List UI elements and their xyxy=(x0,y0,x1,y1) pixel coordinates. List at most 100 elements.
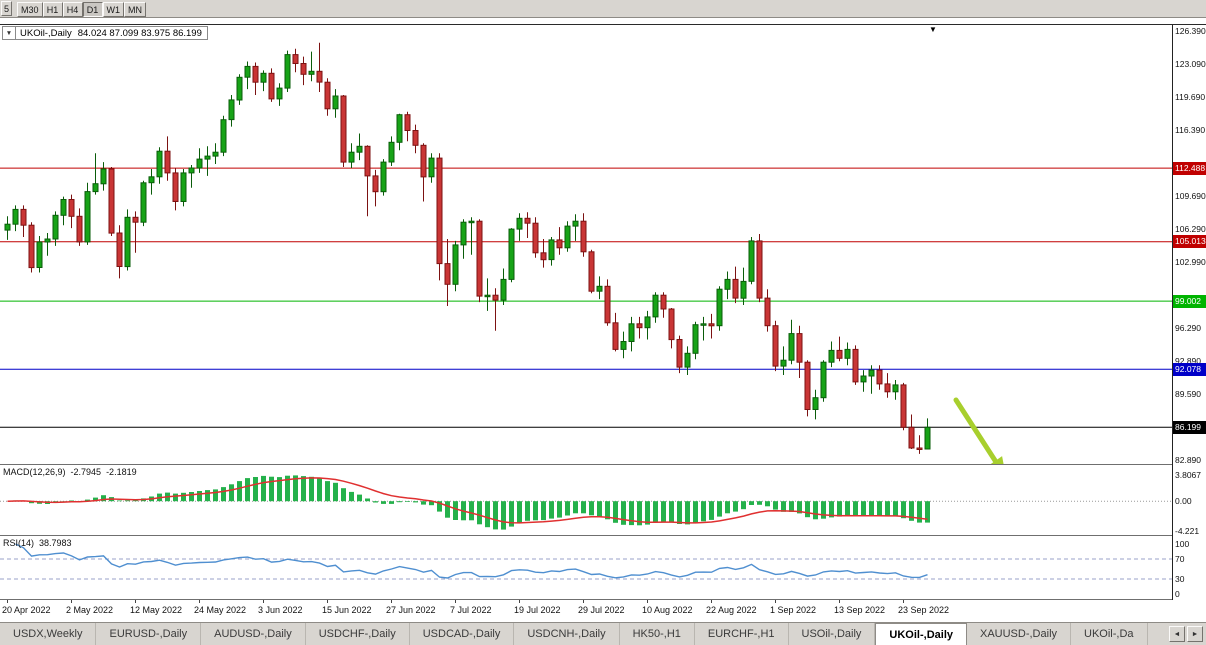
macd-name: MACD(12,26,9) xyxy=(3,467,66,477)
price-tick-label: 82.890 xyxy=(1175,454,1201,465)
rsi-label: RSI(14) 38.7983 xyxy=(3,538,77,548)
chart-tabs: USDX,Weekly EURUSD-,Daily AUDUSD-,Daily USD… xyxy=(0,623,1166,645)
tab-ukoil-daily[interactable]: UKOil-,Daily xyxy=(875,623,967,645)
time-tick xyxy=(199,600,200,603)
period-button-d1[interactable]: D1 xyxy=(82,2,103,17)
time-tick xyxy=(903,600,904,603)
tabs-scroll-left-button[interactable]: ◄ xyxy=(1169,626,1185,642)
date-label: 19 Jul 2022 xyxy=(514,605,561,615)
price-tick-label: 106.290 xyxy=(1175,224,1206,235)
date-label: 23 Sep 2022 xyxy=(898,605,950,615)
time-tick xyxy=(7,600,8,603)
price-level-badge: 92.078 xyxy=(1173,362,1206,376)
macd-label: MACD(12,26,9) -2.7945 -2.1819 xyxy=(3,467,142,477)
macd-histogram xyxy=(13,475,930,530)
scroll-to-end-marker-icon[interactable]: ▼ xyxy=(929,25,937,34)
tab-audusd-daily[interactable]: AUDUSD-,Daily xyxy=(201,623,306,645)
price-level-badge: 86.199 xyxy=(1173,420,1206,434)
period-button-h1[interactable]: H1 xyxy=(42,2,63,17)
macd-tick-label: 3.8067 xyxy=(1175,469,1201,480)
tab-usdcnh-daily[interactable]: USDCNH-,Daily xyxy=(514,623,620,645)
date-label: 27 Jun 2022 xyxy=(386,605,436,615)
timeframe-toolbar: 5 M30 H1 H4 D1 W1 MN xyxy=(0,0,1206,18)
tab-eurchf-h1[interactable]: EURCHF-,H1 xyxy=(695,623,789,645)
date-label: 24 May 2022 xyxy=(194,605,247,615)
chart-tabs-bar: USDX,Weekly EURUSD-,Daily AUDUSD-,Daily USD… xyxy=(0,622,1206,645)
panel-separator[interactable] xyxy=(0,535,1206,536)
time-tick xyxy=(263,600,264,603)
tab-usdcad-daily[interactable]: USDCAD-,Daily xyxy=(410,623,515,645)
tab-hk50-h1[interactable]: HK50-,H1 xyxy=(620,623,695,645)
time-tick xyxy=(583,600,584,603)
date-label: 29 Jul 2022 xyxy=(578,605,625,615)
date-label: 1 Sep 2022 xyxy=(770,605,817,615)
time-axis: 20 Apr 2022 2 May 2022 12 May 2022 24 May 2… xyxy=(0,600,1206,622)
rsi-name: RSI(14) xyxy=(3,538,35,548)
rsi-indicator-chart[interactable] xyxy=(0,536,1172,599)
chart-title-ohlc: 84.024 87.099 83.975 86.199 xyxy=(77,27,202,39)
price-tick-label: 116.390 xyxy=(1175,124,1206,135)
period-button-h4[interactable]: H4 xyxy=(62,2,83,17)
period-button-partial[interactable]: 5 xyxy=(1,1,13,16)
timeframe-buttons: M30 H1 H4 D1 W1 MN xyxy=(17,0,147,18)
rsi-value: 38.7983 xyxy=(39,538,72,548)
price-tick-label: 123.090 xyxy=(1175,58,1206,69)
time-tick xyxy=(519,600,520,603)
time-tick xyxy=(71,600,72,603)
time-tick xyxy=(711,600,712,603)
tab-ukoil-da[interactable]: UKOil-,Da xyxy=(1071,623,1148,645)
date-label: 13 Sep 2022 xyxy=(834,605,886,615)
price-scale: 126.390 123.090 119.690 116.390 109.690 106.2… xyxy=(1172,25,1206,600)
candlesticks xyxy=(4,42,931,454)
period-button-w1[interactable]: W1 xyxy=(102,2,125,17)
macd-indicator-chart[interactable] xyxy=(0,465,1172,535)
date-label: 10 Aug 2022 xyxy=(642,605,693,615)
date-label: 22 Aug 2022 xyxy=(706,605,757,615)
price-tick-label: 109.690 xyxy=(1175,190,1206,201)
tab-usoil-daily[interactable]: USOil-,Daily xyxy=(789,623,876,645)
time-tick xyxy=(647,600,648,603)
tab-eurusd-daily[interactable]: EURUSD-,Daily xyxy=(96,623,202,645)
chart-window-border xyxy=(0,24,1206,25)
price-candlestick-chart[interactable] xyxy=(0,25,1172,465)
tab-usdchf-daily[interactable]: USDCHF-,Daily xyxy=(306,623,410,645)
tab-xauusd-daily[interactable]: XAUUSD-,Daily xyxy=(967,623,1072,645)
date-label: 15 Jun 2022 xyxy=(322,605,372,615)
symbol-dropdown-icon[interactable]: ▼ xyxy=(3,27,16,39)
rsi-tick-label: 100 xyxy=(1175,539,1190,549)
time-tick xyxy=(135,600,136,603)
date-label: 7 Jul 2022 xyxy=(450,605,492,615)
date-label: 12 May 2022 xyxy=(130,605,183,615)
time-tick xyxy=(775,600,776,603)
macd-tick-label: -4.221 xyxy=(1175,525,1200,536)
rsi-tick-label: 30 xyxy=(1175,574,1185,584)
panel-separator xyxy=(0,599,1206,600)
rsi-tick-label: 0 xyxy=(1175,589,1180,599)
price-level-badge: 105.013 xyxy=(1173,235,1206,249)
date-label: 2 May 2022 xyxy=(66,605,114,615)
tab-scroll-controls: ◄ ► xyxy=(1166,623,1206,645)
time-tick xyxy=(327,600,328,603)
panel-separator[interactable] xyxy=(0,464,1206,465)
period-button-mn[interactable]: MN xyxy=(124,2,147,17)
time-tick xyxy=(455,600,456,603)
chart-title: ▼ UKOil-,Daily 84.024 87.099 83.975 86.1… xyxy=(2,26,208,40)
macd-value-main: -2.7945 xyxy=(70,467,102,477)
time-tick xyxy=(839,600,840,603)
price-tick-label: 126.390 xyxy=(1175,26,1206,36)
period-button-m30[interactable]: M30 xyxy=(17,2,43,17)
price-tick-label: 92.890 xyxy=(1175,356,1201,367)
rsi-tick-label: 70 xyxy=(1175,554,1185,564)
tabs-scroll-right-button[interactable]: ► xyxy=(1187,626,1203,642)
price-tick-label: 102.990 xyxy=(1175,256,1206,267)
time-tick xyxy=(391,600,392,603)
macd-signal-line xyxy=(7,477,928,524)
date-label: 20 Apr 2022 xyxy=(2,605,51,615)
date-label: 3 Jun 2022 xyxy=(258,605,303,615)
tab-usdx-weekly[interactable]: USDX,Weekly xyxy=(0,623,97,645)
price-tick-label: 96.290 xyxy=(1175,322,1201,333)
trend-arrow-annotation[interactable] xyxy=(953,397,1006,465)
price-tick-label: 89.590 xyxy=(1175,388,1201,399)
rsi-line xyxy=(15,543,928,579)
price-level-badge: 112.488 xyxy=(1173,161,1206,175)
